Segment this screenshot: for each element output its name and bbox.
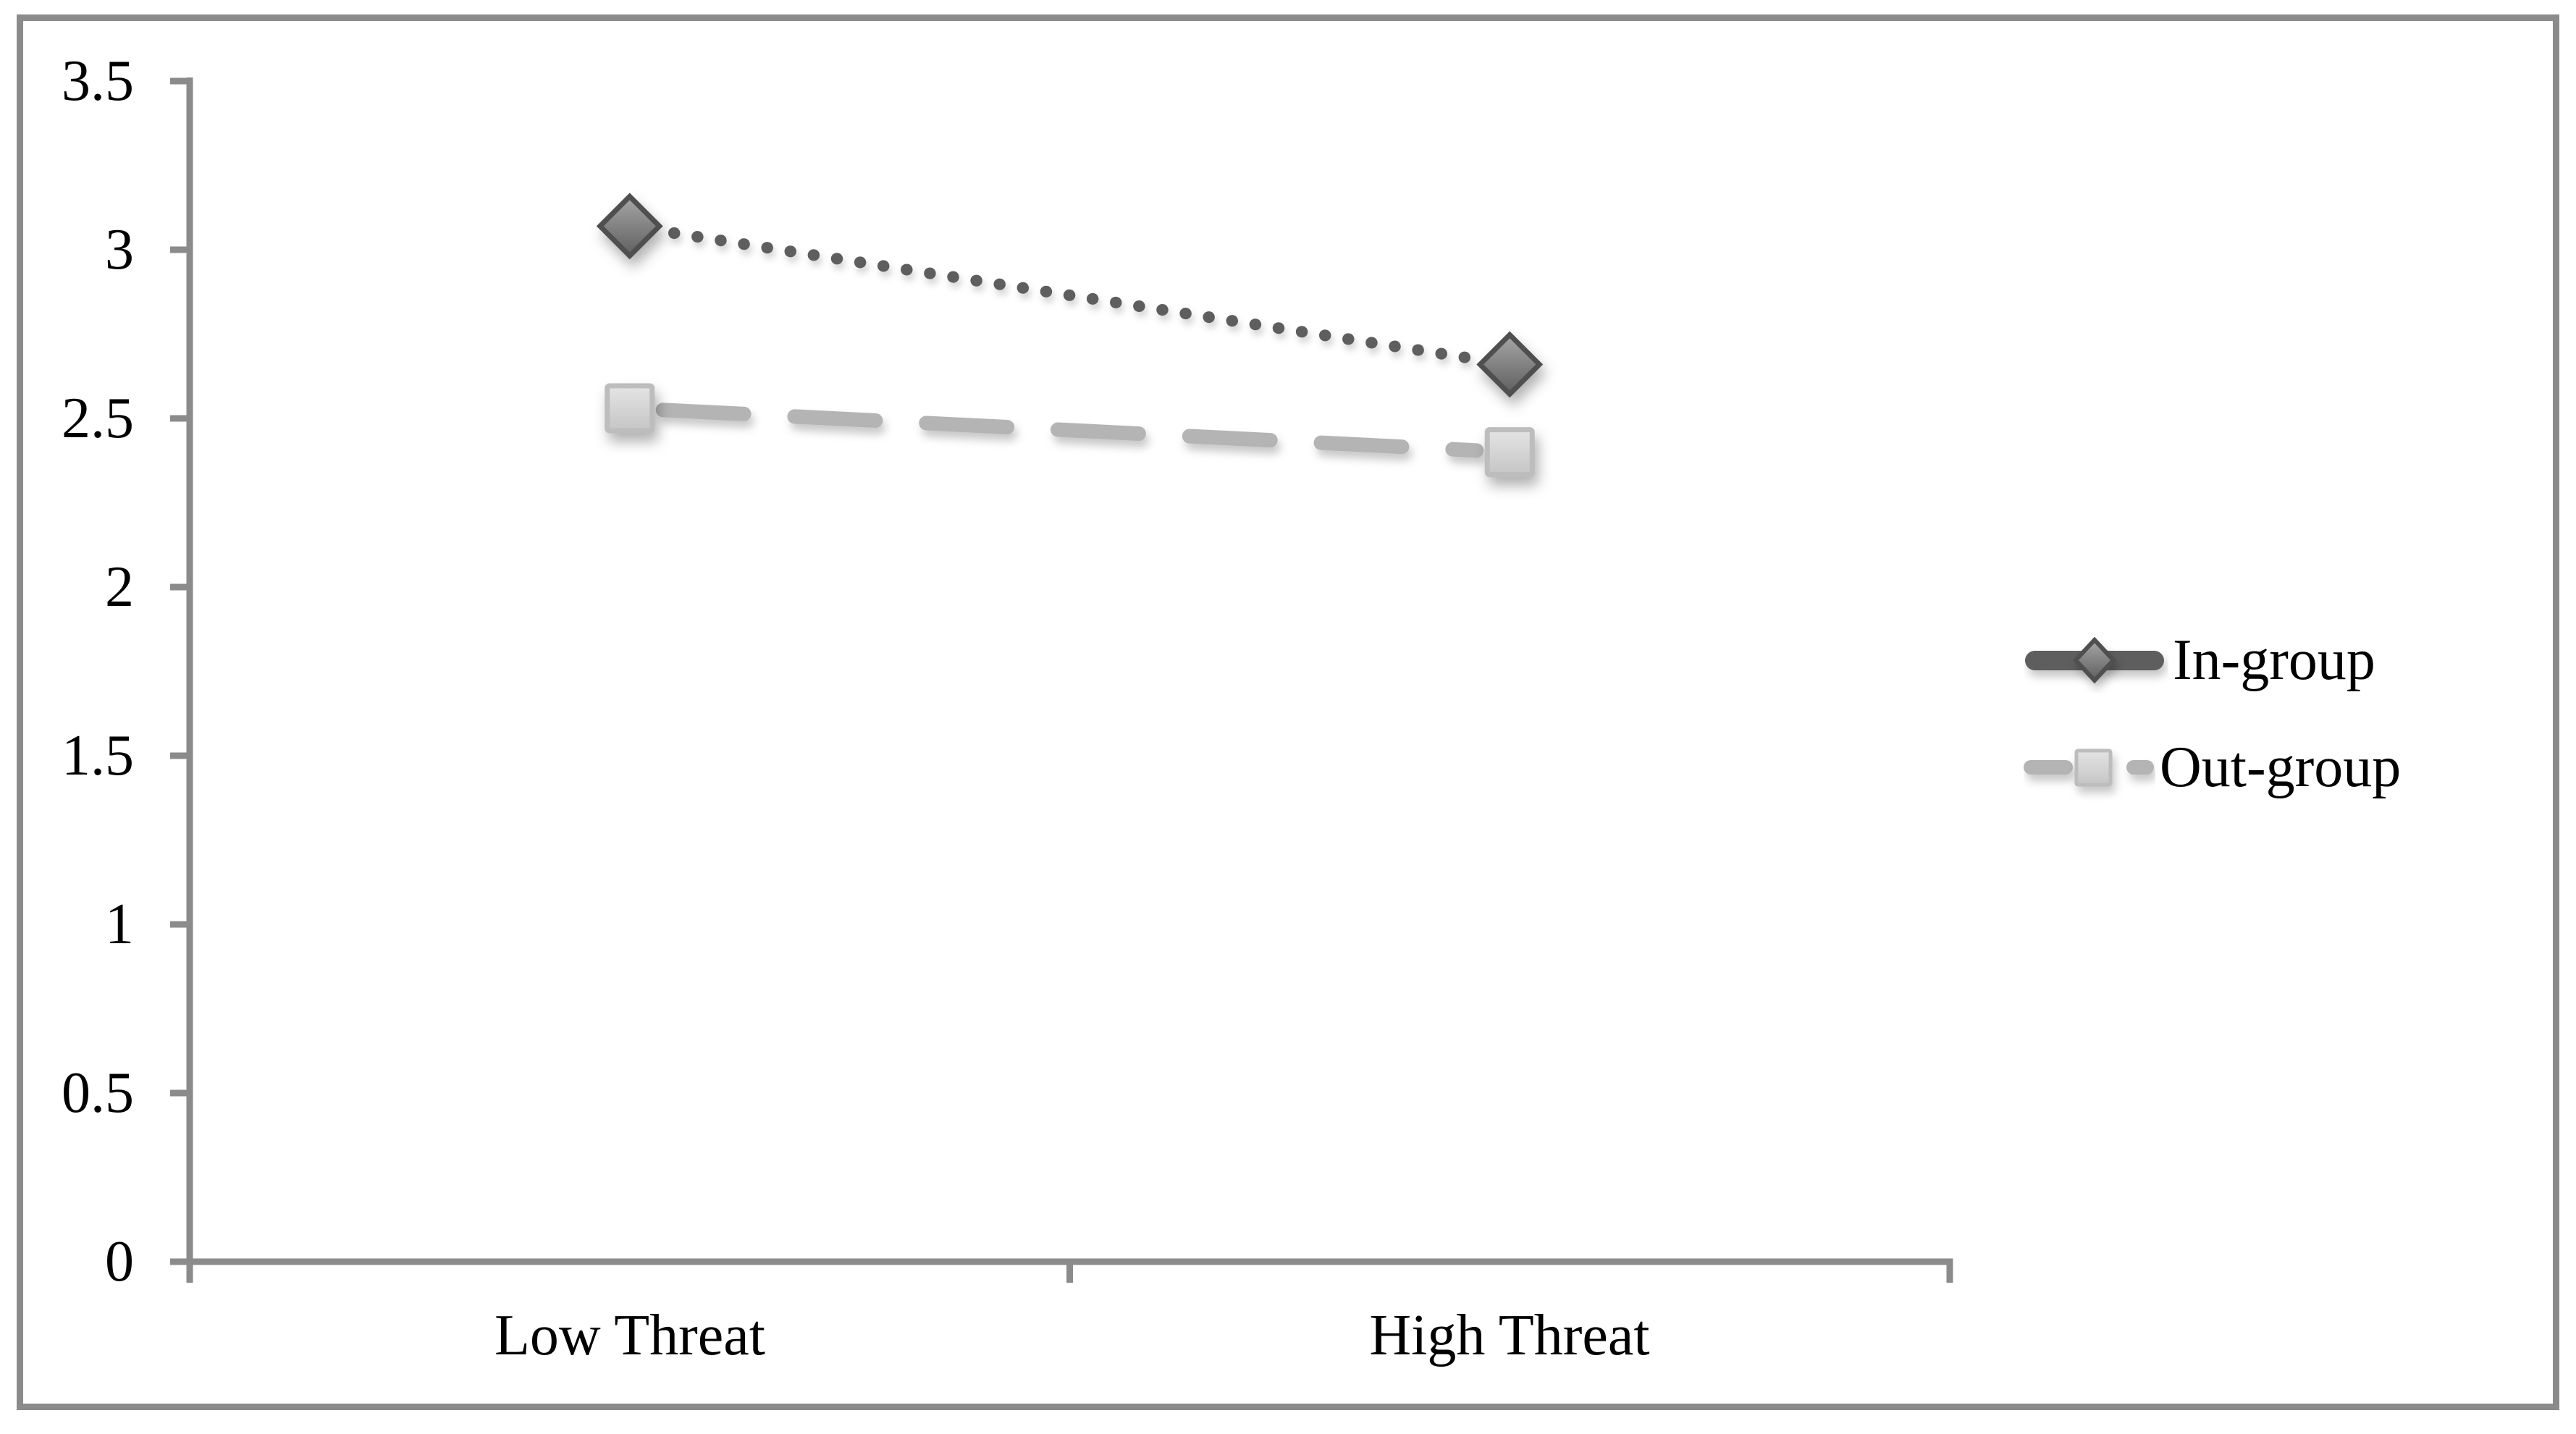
y-axis-tick-label: 2 bbox=[105, 555, 134, 619]
y-axis-tick-label: 2.5 bbox=[62, 387, 134, 450]
x-axis-category-label-low-threat: Low Threat bbox=[494, 1304, 765, 1367]
marker-diamond bbox=[596, 193, 663, 260]
series-line-out-group bbox=[655, 402, 1484, 458]
out-group-dash-swatch bbox=[2024, 760, 2073, 775]
series-markers-out-group bbox=[605, 383, 1535, 478]
marker-square bbox=[1484, 427, 1535, 478]
out-group-dash-swatch bbox=[2126, 760, 2154, 775]
marker-diamond bbox=[1476, 331, 1544, 398]
legend-row-in-group: In-group bbox=[2024, 627, 2375, 693]
legend-row-out-group: Out-group bbox=[2024, 734, 2401, 801]
axis-lines bbox=[170, 77, 1953, 1283]
legend-label-out-group: Out-group bbox=[2160, 735, 2402, 799]
series-layer bbox=[596, 193, 1544, 478]
series-line-in-group bbox=[668, 227, 1472, 363]
y-axis-tick-label: 1 bbox=[105, 893, 134, 956]
out-group-square-icon bbox=[2074, 748, 2113, 787]
marker-square bbox=[605, 383, 655, 434]
in-group-line-sample-icon bbox=[2025, 636, 2164, 684]
series-line-segment bbox=[668, 227, 1472, 363]
y-axis-tick-label: 1.5 bbox=[62, 724, 134, 788]
out-group-line-sample-icon bbox=[2024, 748, 2154, 787]
axes-layer bbox=[170, 77, 1953, 1283]
y-axis-tick-label: 0 bbox=[105, 1230, 134, 1294]
y-axis-tick-label: 3 bbox=[105, 218, 134, 282]
chart-frame bbox=[17, 14, 2559, 1410]
y-axis-tick-label: 0.5 bbox=[62, 1061, 134, 1125]
in-group-diamond-icon bbox=[2072, 636, 2117, 684]
legend-label-in-group: In-group bbox=[2173, 628, 2375, 692]
series-markers-in-group bbox=[596, 193, 1544, 398]
y-axis-tick-label: 3.5 bbox=[62, 49, 134, 113]
series-line-segment bbox=[655, 402, 1484, 458]
x-axis-category-label-high-threat: High Threat bbox=[1369, 1304, 1650, 1367]
